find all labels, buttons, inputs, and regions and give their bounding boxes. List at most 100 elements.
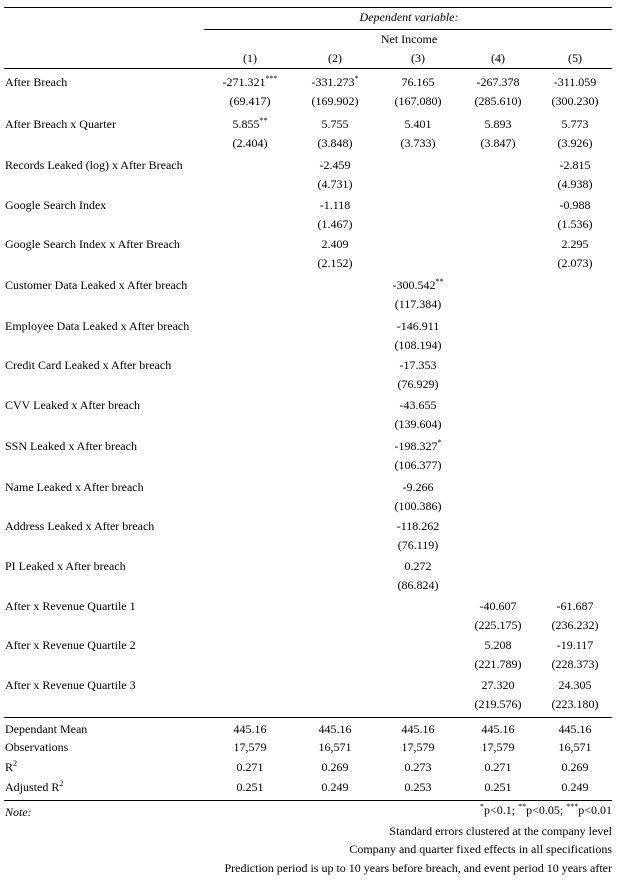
standard-error-value: (3.847) — [480, 136, 516, 150]
coefficient-number: -40.607 — [479, 599, 517, 613]
standard-error-value: (2.152) — [317, 256, 353, 270]
coefficient-value: 24.305 — [559, 678, 592, 693]
stat-value: 445.16 — [481, 722, 515, 736]
coefficient-value: -61.687 — [557, 599, 594, 614]
stat-value: 0.249 — [321, 780, 349, 794]
stat-label-text: Adjusted R — [5, 780, 60, 794]
coefficient-number: -271.321 — [222, 75, 266, 89]
column-header-4: (4) — [491, 51, 505, 65]
standard-error-value: (76.929) — [397, 377, 439, 391]
superscript: 2 — [13, 759, 18, 768]
row-label: Address Leaked x After breach — [5, 519, 155, 533]
standard-error-value: (1.536) — [557, 217, 593, 231]
standard-error-value: (300.230) — [551, 94, 599, 108]
stat-label: Dependant Mean — [5, 722, 87, 737]
coefficient-number: 0.272 — [404, 559, 432, 573]
stat-value: 17,579 — [233, 740, 267, 754]
coefficient-value: 5.893 — [485, 117, 512, 132]
coefficient-number: -43.655 — [399, 398, 437, 412]
note-line-period: Prediction period is up to 10 years befo… — [224, 861, 612, 875]
standard-error-value: (69.417) — [229, 94, 271, 108]
significance-threshold: p<0.1; — [484, 803, 519, 817]
standard-error-value: (3.926) — [557, 136, 593, 150]
coefficient-number: 5.773 — [561, 117, 589, 131]
stat-value: 445.16 — [401, 722, 435, 736]
row-label: Credit Card Leaked x After breach — [5, 358, 172, 372]
coefficient-value: -9.266 — [403, 480, 434, 495]
standard-error-value: (76.119) — [397, 538, 439, 552]
row-label: Employee Data Leaked x After breach — [5, 319, 190, 333]
coefficient-number: 24.305 — [558, 678, 592, 692]
standard-error-value: (86.824) — [397, 578, 439, 592]
row-label: Customer Data Leaked x After breach — [5, 278, 188, 292]
coefficient-value: -2.459 — [320, 158, 351, 173]
row-label: After x Revenue Quartile 1 — [5, 599, 136, 613]
significance-threshold: p<0.05; — [526, 803, 567, 817]
superscript: 2 — [59, 779, 64, 788]
coefficient-value: -331.273* — [312, 75, 359, 90]
standard-error-value: (100.386) — [394, 499, 442, 513]
significance-stars: * — [437, 438, 442, 447]
stat-value: 445.16 — [558, 722, 592, 736]
coefficient-number: -311.059 — [553, 75, 597, 89]
row-label: After Breach x Quarter — [5, 117, 116, 131]
dependent-variable-name: Net Income — [380, 32, 438, 46]
stat-value: 0.273 — [404, 760, 432, 774]
coefficient-value: -311.059 — [554, 75, 597, 90]
column-header-5: (5) — [568, 51, 582, 65]
standard-error-value: (236.232) — [551, 618, 599, 632]
stat-value: 0.269 — [321, 760, 349, 774]
stat-value: 0.249 — [561, 780, 589, 794]
stat-value: 0.253 — [404, 780, 432, 794]
note-line-fe: Company and quarter fixed effects in all… — [349, 842, 612, 856]
stat-value: 445.16 — [318, 722, 352, 736]
coefficient-number: 5.855 — [232, 117, 260, 131]
row-label: Records Leaked (log) x After Breach — [5, 158, 183, 172]
stat-value: 16,571 — [318, 740, 352, 754]
coefficient-value: -40.607 — [480, 599, 517, 614]
stat-value: 445.16 — [233, 722, 267, 736]
stat-value: 0.251 — [236, 780, 264, 794]
standard-error-value: (225.175) — [474, 618, 522, 632]
significance-stars: ** — [518, 802, 527, 811]
stat-value: 17,579 — [481, 740, 515, 754]
row-label: After x Revenue Quartile 3 — [5, 678, 136, 692]
stat-label: Observations — [5, 740, 68, 755]
coefficient-value: 2.409 — [322, 237, 349, 252]
stat-value: 16,571 — [558, 740, 592, 754]
row-label: After Breach — [5, 75, 68, 89]
coefficient-number: 2.295 — [561, 237, 589, 251]
coefficient-number: -118.262 — [396, 519, 440, 533]
standard-error-value: (221.789) — [474, 657, 522, 671]
coefficient-value: -271.321*** — [223, 75, 278, 90]
coefficient-number: 5.208 — [484, 638, 512, 652]
stat-label-text: R — [5, 760, 14, 774]
coefficient-number: -2.459 — [319, 158, 351, 172]
stat-label-text: Dependant Mean — [5, 722, 88, 736]
significance-stars: * — [480, 802, 484, 811]
coefficient-value: -118.262 — [397, 519, 440, 534]
coefficient-value: -19.117 — [557, 638, 594, 653]
header-rule — [4, 68, 612, 69]
coefficient-value: 5.401 — [405, 117, 432, 132]
significance-stars: *** — [566, 802, 579, 811]
row-label: Google Search Index — [5, 198, 107, 212]
row-label: Name Leaked x After breach — [5, 480, 144, 494]
coefficient-number: -331.273 — [311, 75, 355, 89]
stat-label: R2 — [5, 760, 17, 775]
row-label: After x Revenue Quartile 2 — [5, 638, 136, 652]
row-label: Google Search Index x After Breach — [5, 237, 180, 251]
stat-value: 0.269 — [561, 760, 589, 774]
coefficient-value: 27.320 — [482, 678, 515, 693]
standard-error-value: (2.073) — [557, 256, 593, 270]
coefficient-value: -0.988 — [560, 198, 591, 213]
stat-value: 0.271 — [484, 760, 512, 774]
standard-error-value: (2.404) — [232, 136, 268, 150]
note-line-se: Standard errors clustered at the company… — [389, 824, 612, 838]
standard-error-value: (3.848) — [317, 136, 353, 150]
significance-stars: ** — [435, 277, 444, 286]
stats-rule — [4, 717, 612, 718]
row-label: PI Leaked x After breach — [5, 559, 126, 573]
standard-error-value: (219.576) — [474, 697, 522, 711]
